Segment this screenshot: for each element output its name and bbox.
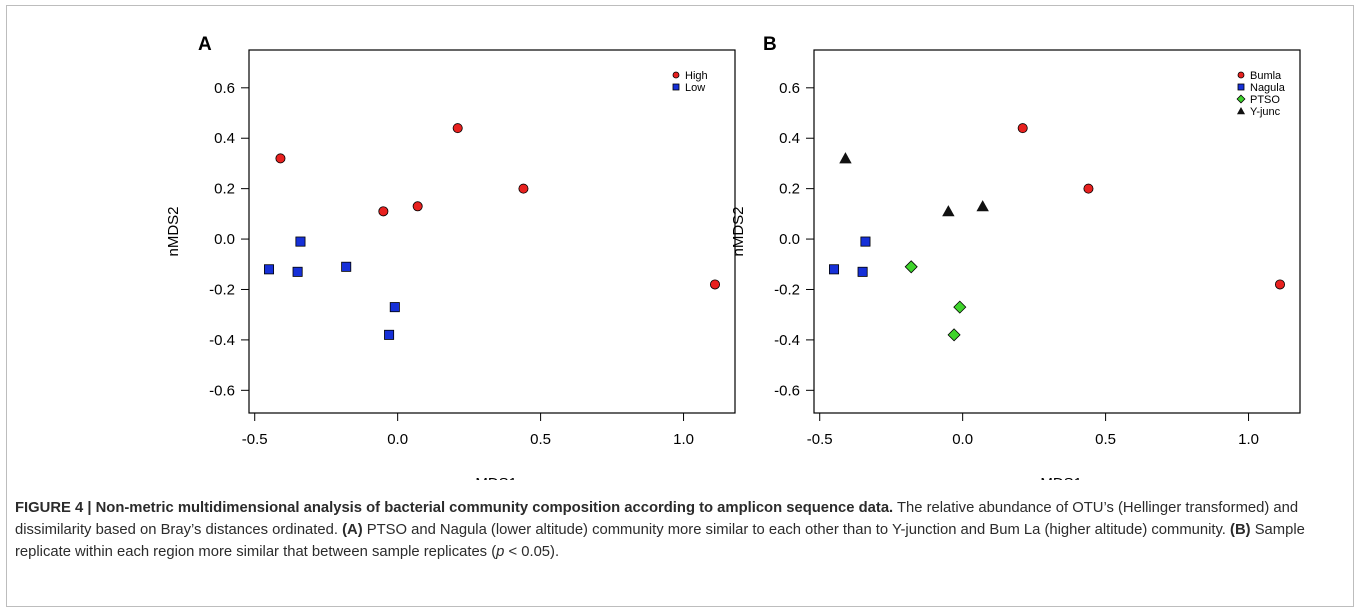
caption-text-2: PTSO and Nagula (lower altitude) communi… — [362, 522, 1231, 538]
data-point-ptso — [904, 260, 918, 274]
y-tick-label: 0.4 — [779, 130, 800, 147]
legend-marker-bumla — [1237, 71, 1245, 79]
legend-label: PTSO — [1250, 94, 1280, 106]
data-point-high — [412, 201, 423, 212]
data-point-nagula — [857, 266, 868, 277]
data-point-low — [295, 236, 306, 247]
scatter-chart-a: A -0.5 0.0 0.5 1.0 -0.6 -0.4 -0.2 0.0 0.2 0.4 0.6 nM… — [165, 34, 736, 480]
legend-marker-y-junc — [1236, 106, 1246, 115]
y-tick-label: 0.2 — [214, 181, 235, 198]
caption-text-3: Sample replicate within each region more… — [15, 522, 1305, 560]
data-point-ptso — [953, 300, 967, 314]
caption-title: FIGURE 4 | Non-metric multidimensional a… — [15, 500, 894, 516]
data-point-nagula — [860, 236, 871, 247]
legend-marker-low — [672, 83, 680, 91]
plot-frame — [248, 49, 736, 414]
y-tick-label: 0.6 — [214, 80, 235, 97]
figure-frame — [6, 5, 1354, 607]
data-point-low — [384, 329, 395, 340]
y-tick-label: 0.0 — [214, 231, 235, 248]
data-point-ptso — [947, 328, 961, 342]
legend-label: Low — [685, 82, 705, 94]
legend-label: Nagula — [1250, 82, 1286, 94]
data-point-bumla — [1083, 183, 1094, 194]
caption-ref-a: (A) — [342, 522, 363, 538]
panel-b: B -0.5 0.0 0.5 1.0 -0.6 -0.4 -0.2 0.0 0.2 0.4 0.6 nM… — [705, 0, 1325, 480]
legend-label: High — [685, 70, 708, 82]
y-tick-label: -0.4 — [774, 332, 800, 349]
x-tick-label: 1.0 — [673, 431, 694, 448]
x-axis-label: nMDS1 — [1032, 475, 1082, 480]
data-point-low — [389, 302, 400, 313]
panel-label: B — [763, 34, 777, 55]
data-point-high — [709, 279, 720, 290]
legend-marker-nagula — [1237, 83, 1245, 91]
y-tick-label: 0.6 — [779, 80, 800, 97]
data-point-bumla — [1274, 279, 1285, 290]
data-point-high — [275, 153, 286, 164]
x-tick-label: 0.0 — [952, 431, 973, 448]
caption-ref-b: (B) — [1230, 522, 1251, 538]
y-tick-label: 0.4 — [214, 130, 235, 147]
y-tick-label: -0.2 — [774, 281, 800, 298]
data-point-y-junc — [976, 200, 989, 212]
legend-marker-ptso — [1236, 94, 1246, 104]
legend-marker-high — [672, 71, 680, 79]
data-points — [829, 123, 1285, 342]
data-point-low — [292, 266, 303, 277]
data-point-high — [518, 183, 529, 194]
y-tick-label: 0.0 — [779, 231, 800, 248]
data-point-y-junc — [839, 152, 852, 164]
panel-label: A — [198, 34, 212, 55]
x-tick-label: 0.5 — [530, 431, 551, 448]
y-axis-label: nMDS2 — [165, 206, 182, 256]
caption-text-1: The relative abundance of OTU’s (Helling… — [15, 500, 1299, 538]
scatter-chart-b: B -0.5 0.0 0.5 1.0 -0.6 -0.4 -0.2 0.0 0.2 0.4 0.6 nM… — [730, 34, 1301, 480]
x-tick-label: 1.0 — [1238, 431, 1259, 448]
x-tick-label: 0.5 — [1095, 431, 1116, 448]
y-tick-label: -0.6 — [209, 382, 235, 399]
caption-p-symbol: p — [496, 544, 505, 560]
x-tick-label: 0.0 — [387, 431, 408, 448]
data-point-low — [264, 264, 275, 275]
data-point-high — [378, 206, 389, 217]
legend-label: Bumla — [1250, 70, 1282, 82]
data-point-bumla — [1017, 123, 1028, 134]
figure-caption: FIGURE 4 | Non-metric multidimensional a… — [15, 497, 1340, 563]
x-tick-label: -0.5 — [807, 431, 833, 448]
data-point-nagula — [829, 264, 840, 275]
plot-frame — [813, 49, 1301, 414]
x-tick-label: -0.5 — [242, 431, 268, 448]
data-points — [264, 123, 720, 340]
data-point-high — [452, 123, 463, 134]
data-point-low — [341, 261, 352, 272]
legend-label: Y-junc — [1250, 106, 1281, 118]
y-tick-label: 0.2 — [779, 181, 800, 198]
y-axis-label: nMDS2 — [730, 206, 747, 256]
y-tick-label: -0.6 — [774, 382, 800, 399]
y-tick-label: -0.4 — [209, 332, 235, 349]
caption-text-4: < 0.05). — [504, 544, 560, 560]
data-point-y-junc — [942, 205, 955, 217]
x-axis-label: nMDS1 — [467, 475, 517, 480]
panel-a: A -0.5 0.0 0.5 1.0 -0.6 -0.4 -0.2 0.0 0.2 0.4 0.6 nM… — [140, 0, 760, 480]
y-tick-label: -0.2 — [209, 281, 235, 298]
